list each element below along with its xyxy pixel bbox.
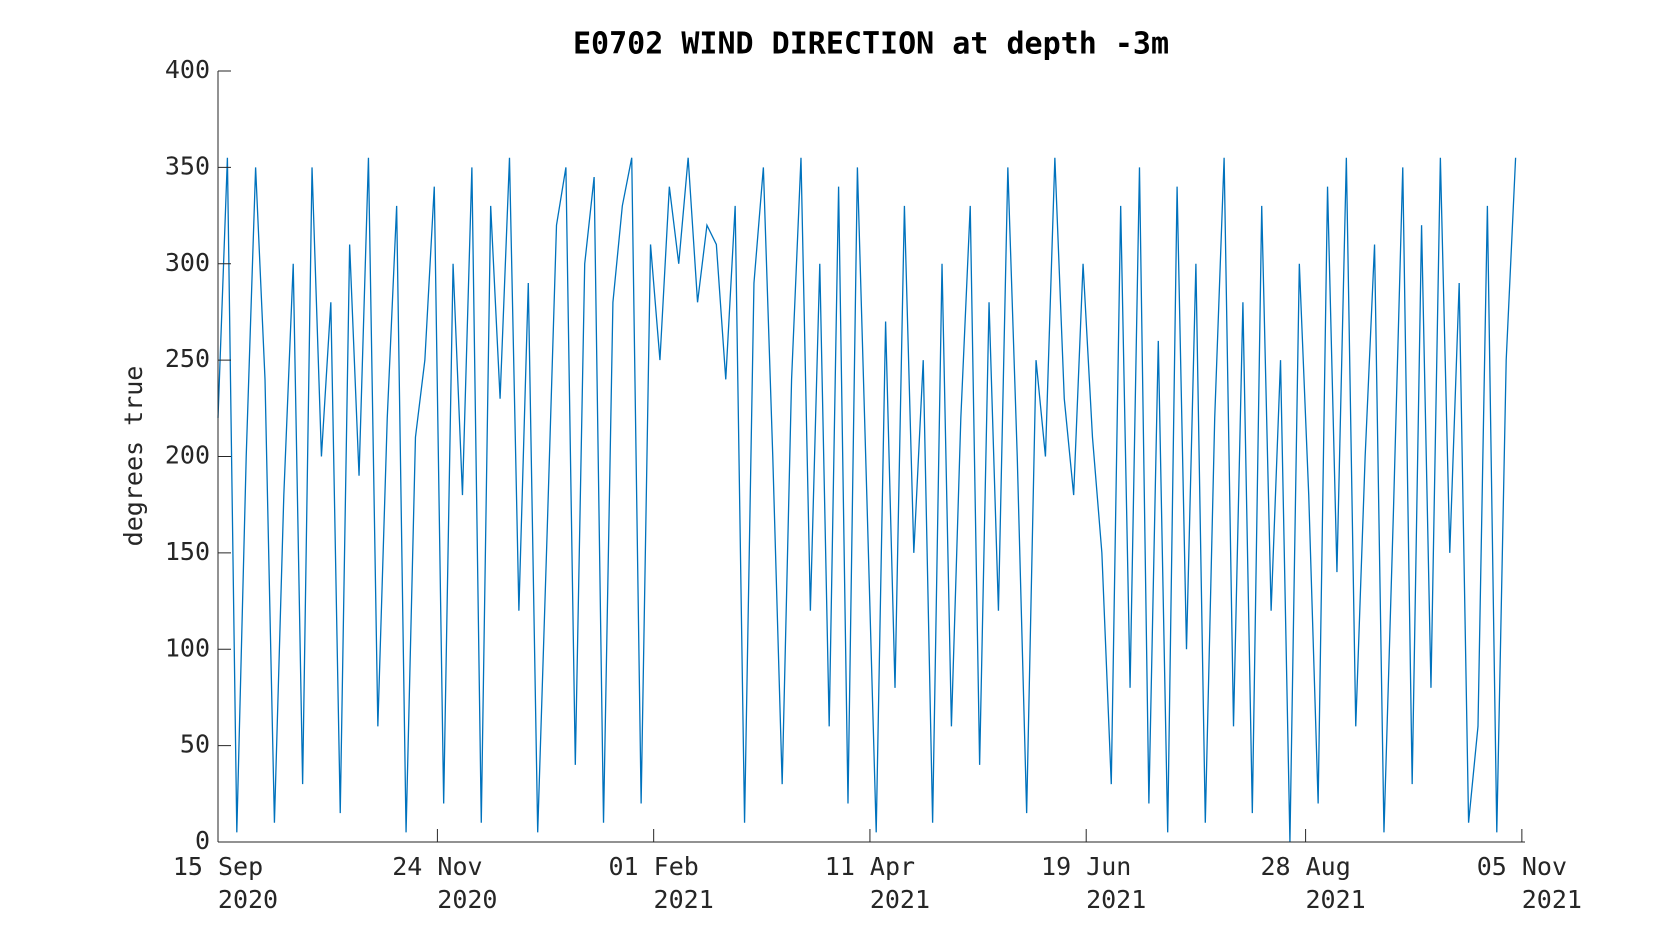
y-tick-label: 150 [165,537,210,566]
x-tick-label: 2020 [437,885,497,914]
x-tick-label: 11 Apr [825,852,915,881]
y-tick-label: 100 [165,633,210,662]
x-tick-label: 05 Nov [1477,852,1567,881]
x-tick-label: 2020 [218,885,278,914]
y-tick-label: 50 [180,730,210,759]
x-tick-label: 24 Nov [392,852,482,881]
y-tick-label: 0 [195,826,210,855]
x-tick-label: 2021 [1086,885,1146,914]
x-tick-label: 2021 [870,885,930,914]
x-tick-label: 15 Sep [173,852,263,881]
x-tick-label: 2021 [654,885,714,914]
y-axis-label: degrees true [119,366,148,547]
data-line [217,157,1517,843]
x-tick-label: 01 Feb [609,852,699,881]
x-tick-label: 2021 [1305,885,1365,914]
x-tick-label: 19 Jun [1041,852,1131,881]
x-tick-label: 28 Aug [1260,852,1350,881]
y-tick-label: 350 [165,151,210,180]
y-tick-label: 200 [165,441,210,470]
y-tick-label: 250 [165,344,210,373]
x-tick-label: 2021 [1522,885,1582,914]
y-tick-label: 300 [165,248,210,277]
chart-title: E0702 WIND DIRECTION at depth -3m [573,27,1169,62]
y-tick-label: 400 [165,55,210,84]
